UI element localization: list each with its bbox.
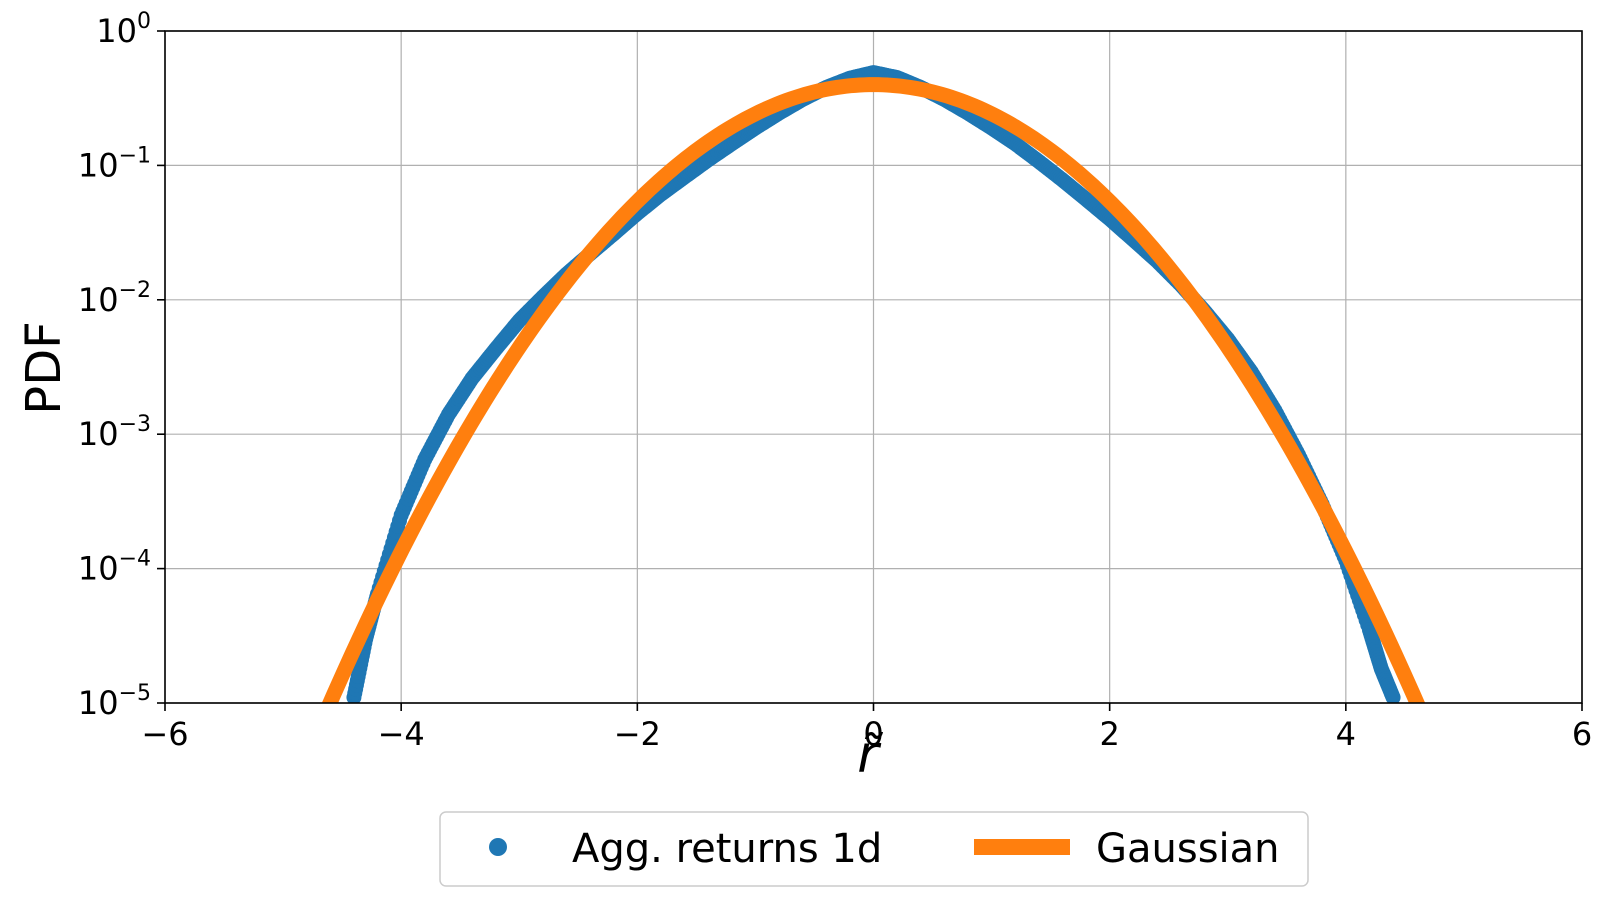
- x-tick-label: −6: [141, 715, 188, 753]
- x-tick-label: −2: [614, 715, 661, 753]
- x-axis: −6 −4 −2 0 2 4 6: [141, 703, 1592, 753]
- plot-area: [321, 65, 1426, 703]
- y-axis: 10−5 10−4 10−3 10−2 10−1 100: [78, 9, 165, 722]
- legend-label-gaussian: Gaussian: [1096, 826, 1280, 872]
- x-tick-label: 2: [1099, 715, 1119, 753]
- legend: Agg. returns 1d Gaussian: [439, 811, 1309, 887]
- data-point: [1385, 689, 1401, 703]
- legend-box: [439, 811, 1309, 887]
- gaussian-line: [321, 77, 1426, 703]
- legend-marker-agg-returns: [489, 838, 507, 856]
- y-tick-label: 10−5: [78, 681, 151, 722]
- y-tick-label: 100: [96, 9, 151, 50]
- x-tick-label: 6: [1572, 715, 1592, 753]
- y-tick-label: 10−4: [78, 547, 151, 588]
- y-tick-label: 10−1: [78, 143, 151, 184]
- x-tick-label: 0: [863, 715, 883, 753]
- series-layer: [321, 65, 1426, 703]
- y-tick-label: 10−2: [78, 278, 151, 319]
- y-axis-label: PDF: [16, 321, 72, 415]
- legend-label-agg-returns: Agg. returns 1d: [572, 826, 882, 872]
- x-tick-label: −4: [378, 715, 425, 753]
- x-tick-label: 4: [1336, 715, 1356, 753]
- y-tick-label: 10−3: [78, 412, 151, 453]
